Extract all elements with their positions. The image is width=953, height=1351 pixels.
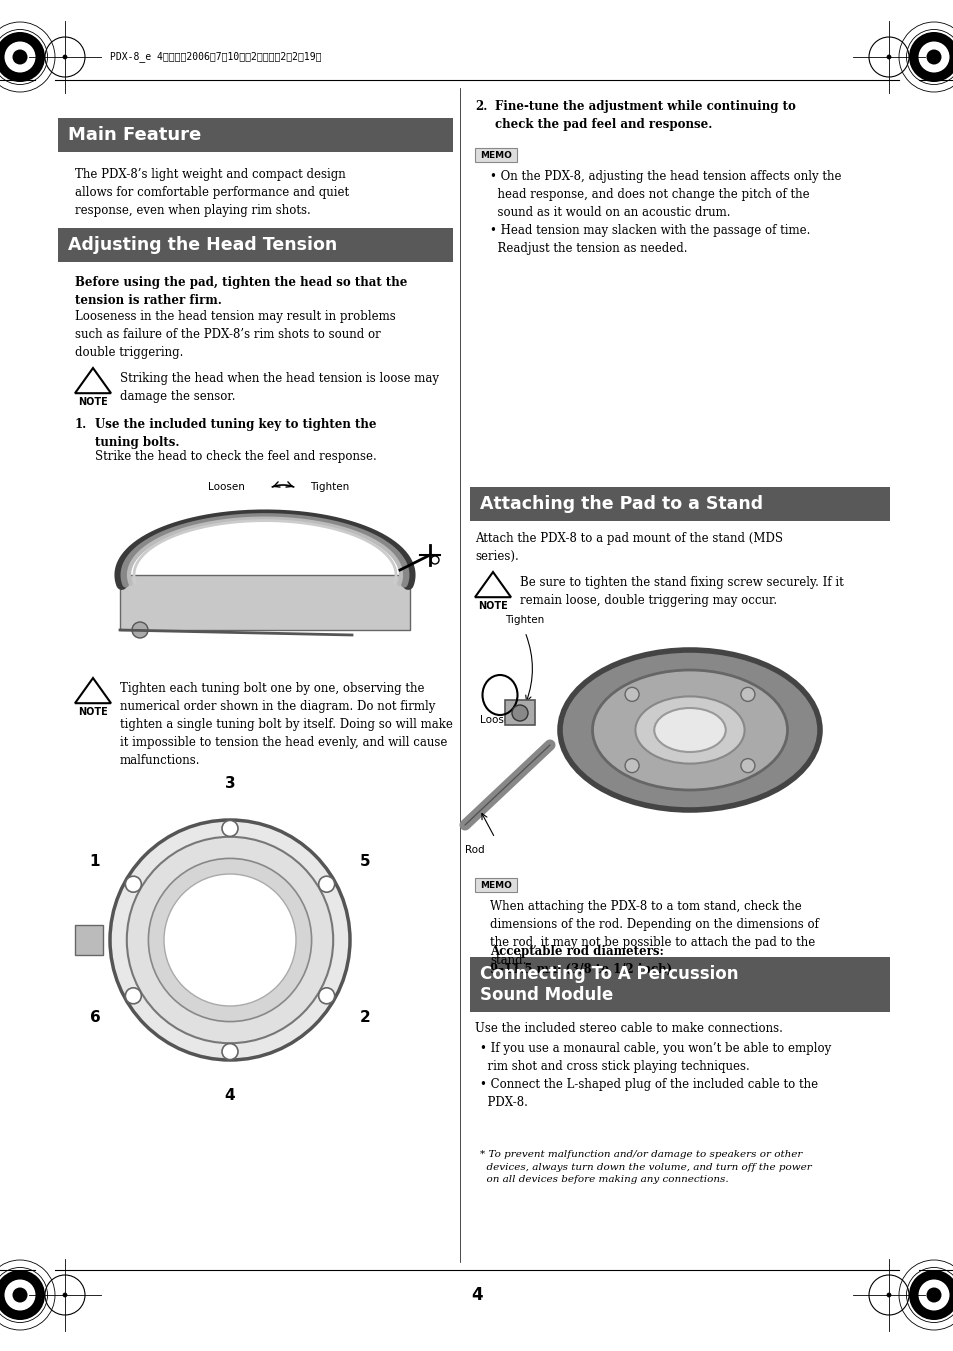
Text: 4: 4 [225, 1089, 235, 1104]
Bar [504, 700, 535, 725]
Text: Loosen: Loosen [479, 715, 517, 725]
Circle shape [222, 820, 237, 836]
Circle shape [885, 1293, 890, 1297]
Circle shape [624, 688, 639, 701]
Circle shape [740, 688, 754, 701]
Circle shape [925, 1288, 941, 1302]
Text: 1.: 1. [75, 417, 87, 431]
Text: 5: 5 [359, 854, 370, 870]
Text: NOTE: NOTE [78, 397, 108, 407]
Ellipse shape [164, 874, 295, 1006]
Circle shape [740, 759, 754, 773]
Bar [120, 576, 410, 630]
Circle shape [5, 42, 35, 73]
Text: Connecting To A Percussion
Sound Module: Connecting To A Percussion Sound Module [479, 965, 738, 1004]
Text: Acceptable rod diameters:
9–11.5 mm (3/8 to 1/2 inch): Acceptable rod diameters: 9–11.5 mm (3/8… [490, 944, 672, 975]
Circle shape [512, 705, 527, 721]
Circle shape [908, 32, 953, 82]
Circle shape [908, 1270, 953, 1320]
Circle shape [132, 621, 148, 638]
Text: 6: 6 [90, 1011, 100, 1025]
Text: PDX-8_e 4ページ　2006年7月10日　2月曜日　2後2時19分: PDX-8_e 4ページ 2006年7月10日 2月曜日 2後2時19分 [110, 51, 321, 62]
Ellipse shape [654, 708, 725, 753]
Text: Tighten: Tighten [310, 482, 349, 492]
Text: Fine-tune the adjustment while continuing to
check the pad feel and response.: Fine-tune the adjustment while continuin… [495, 100, 795, 131]
Bar [58, 118, 453, 153]
Text: • On the PDX-8, adjusting the head tension affects only the
  head response, and: • On the PDX-8, adjusting the head tensi… [490, 170, 841, 255]
Bar [470, 486, 889, 521]
Text: 4: 4 [471, 1286, 482, 1304]
Ellipse shape [592, 670, 786, 790]
Circle shape [125, 877, 141, 892]
Circle shape [918, 1279, 948, 1310]
Circle shape [5, 1279, 35, 1310]
Circle shape [63, 1293, 68, 1297]
Text: Rod: Rod [464, 844, 484, 855]
Text: 3: 3 [225, 777, 235, 792]
Ellipse shape [149, 858, 312, 1021]
Text: Main Feature: Main Feature [68, 126, 201, 145]
Text: NOTE: NOTE [78, 707, 108, 717]
Circle shape [0, 1270, 45, 1320]
Circle shape [624, 759, 639, 773]
Circle shape [318, 877, 335, 892]
Text: Attaching the Pad to a Stand: Attaching the Pad to a Stand [479, 494, 762, 513]
Circle shape [222, 1043, 237, 1059]
Circle shape [125, 988, 141, 1004]
Circle shape [918, 42, 948, 73]
Bar [470, 957, 889, 1012]
Text: Strike the head to check the feel and response.: Strike the head to check the feel and re… [95, 450, 376, 463]
Text: Looseness in the head tension may result in problems
such as failure of the PDX-: Looseness in the head tension may result… [75, 309, 395, 359]
Text: MEMO: MEMO [479, 881, 512, 889]
Text: MEMO: MEMO [479, 150, 512, 159]
Text: Striking the head when the head tension is loose may
damage the sensor.: Striking the head when the head tension … [120, 372, 438, 403]
Ellipse shape [110, 820, 350, 1061]
Text: Attach the PDX-8 to a pad mount of the stand (MDS
series).: Attach the PDX-8 to a pad mount of the s… [475, 532, 782, 563]
Text: Tighten: Tighten [505, 615, 544, 626]
Text: Use the included stereo cable to make connections.: Use the included stereo cable to make co… [475, 1021, 782, 1035]
Circle shape [885, 54, 890, 59]
Ellipse shape [559, 650, 820, 811]
Text: NOTE: NOTE [477, 601, 507, 611]
Circle shape [0, 32, 45, 82]
Text: When attaching the PDX-8 to a tom stand, check the
dimensions of the rod. Depend: When attaching the PDX-8 to a tom stand,… [490, 900, 818, 967]
Text: Use the included tuning key to tighten the
tuning bolts.: Use the included tuning key to tighten t… [95, 417, 376, 449]
Text: 2: 2 [359, 1011, 370, 1025]
Bar [475, 149, 517, 162]
Ellipse shape [635, 696, 744, 763]
Text: Adjusting the Head Tension: Adjusting the Head Tension [68, 236, 337, 254]
Circle shape [12, 50, 28, 65]
Circle shape [63, 54, 68, 59]
Text: 1: 1 [90, 854, 100, 870]
Text: * To prevent malfunction and/or damage to speakers or other
  devices, always tu: * To prevent malfunction and/or damage t… [479, 1150, 811, 1183]
Bar [475, 878, 517, 892]
Ellipse shape [127, 836, 333, 1043]
Circle shape [318, 988, 335, 1004]
Text: 2.: 2. [475, 100, 487, 113]
Text: The PDX-8’s light weight and compact design
allows for comfortable performance a: The PDX-8’s light weight and compact des… [75, 168, 349, 218]
Circle shape [925, 50, 941, 65]
Circle shape [12, 1288, 28, 1302]
Text: Be sure to tighten the stand fixing screw securely. If it
remain loose, double t: Be sure to tighten the stand fixing scre… [519, 576, 842, 607]
Text: Before using the pad, tighten the head so that the
tension is rather firm.: Before using the pad, tighten the head s… [75, 276, 407, 307]
Text: Loosen: Loosen [208, 482, 245, 492]
Bar [75, 925, 103, 955]
Text: Tighten each tuning bolt one by one, observing the
numerical order shown in the : Tighten each tuning bolt one by one, obs… [120, 682, 453, 767]
Text: • If you use a monaural cable, you won’t be able to employ
  rim shot and cross : • If you use a monaural cable, you won’t… [479, 1042, 830, 1109]
Bar [58, 228, 453, 262]
